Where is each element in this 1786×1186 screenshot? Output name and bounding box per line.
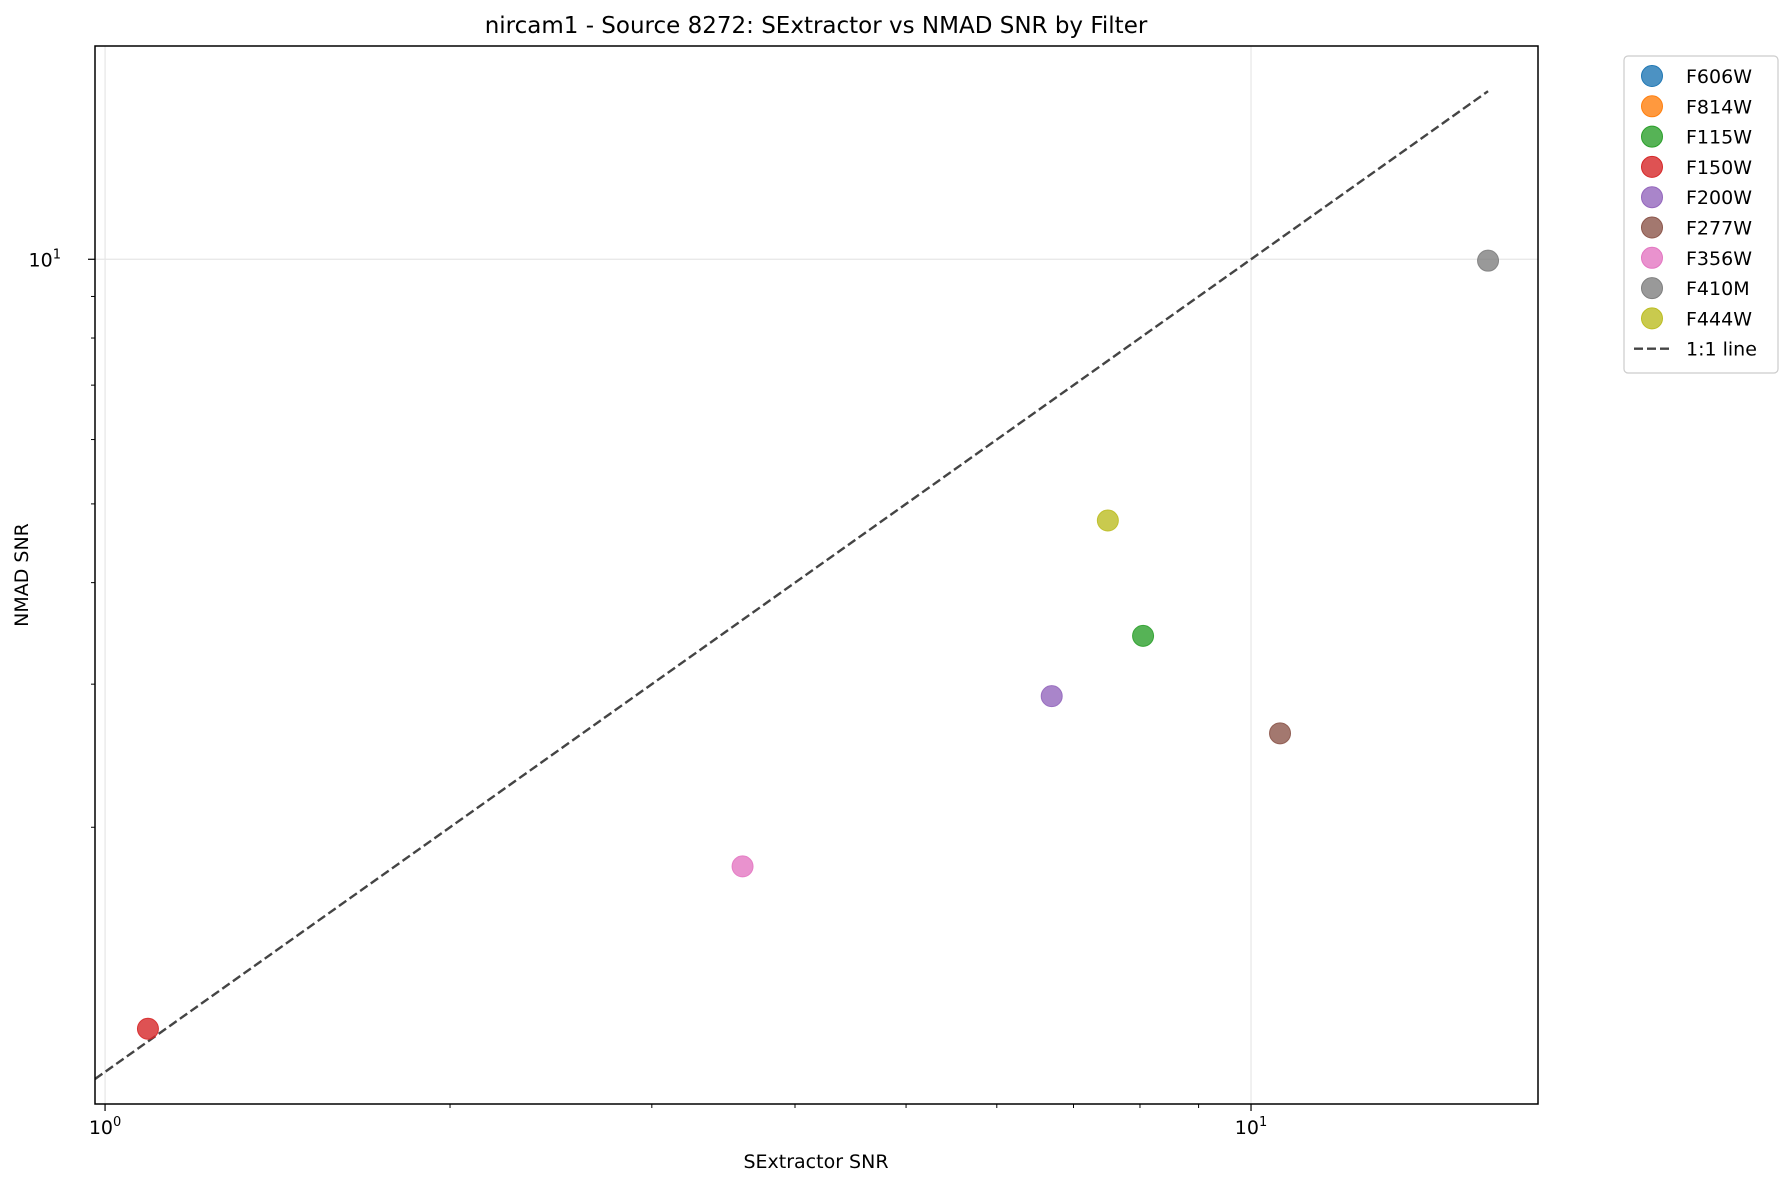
x-axis-label: SExtractor SNR (743, 1151, 888, 1173)
point-f115w (1132, 624, 1155, 647)
point-f200w (1040, 685, 1063, 708)
legend-marker-f277w (1641, 216, 1663, 239)
grid (95, 46, 1538, 1104)
legend-label: F410M (1686, 278, 1750, 300)
legend-marker-f410m (1641, 277, 1663, 300)
y-axis-label: NMAD SNR (11, 523, 33, 627)
legend-marker-f356w (1641, 246, 1663, 269)
y-tick-label: 101 (29, 247, 61, 271)
legend-label: F606W (1686, 66, 1752, 88)
legend-label: F277W (1686, 218, 1752, 240)
legend-label: F814W (1686, 96, 1752, 118)
point-f277w (1269, 722, 1292, 745)
legend-marker-f814w (1641, 95, 1663, 118)
legend-label: F150W (1686, 157, 1752, 179)
legend-marker-f115w (1641, 125, 1663, 148)
point-f356w (731, 855, 754, 878)
point-f150w (136, 1017, 159, 1040)
chart-title: nircam1 - Source 8272: SExtractor vs NMA… (485, 13, 1148, 39)
legend-marker-f606w (1641, 65, 1663, 87)
point-f410m (1477, 249, 1500, 272)
x-tick-label: 100 (89, 1115, 121, 1139)
legend-marker-f150w (1641, 155, 1663, 178)
legend-marker-f444w (1641, 307, 1663, 330)
legend-label: F115W (1686, 127, 1752, 149)
x-tick-label: 101 (1235, 1115, 1267, 1139)
legend: F606W F814W F115W F150W F200W F277W F356W F410M… (1623, 55, 1779, 374)
plot-area (95, 90, 1500, 1081)
legend-label: 1:1 line (1686, 339, 1757, 361)
plot-frame (94, 45, 1539, 1105)
point-f444w (1096, 509, 1119, 532)
legend-marker-f200w (1641, 186, 1663, 209)
legend-label: F200W (1686, 187, 1752, 209)
legend-label: F444W (1686, 308, 1752, 330)
one-to-one-line (95, 90, 1489, 1081)
legend-label: F356W (1686, 248, 1752, 270)
axis-ticks: 100 101 101 (29, 247, 1268, 1139)
